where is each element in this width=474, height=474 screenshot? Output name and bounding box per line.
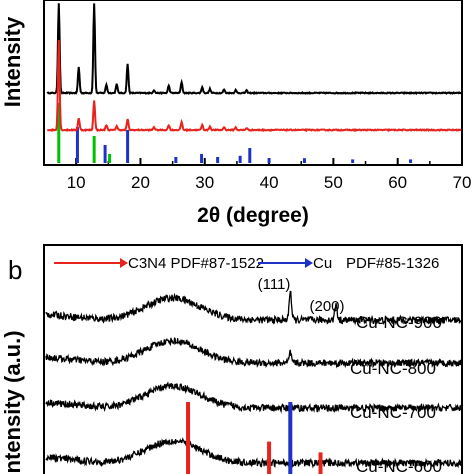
- series-label-cu-nc-900: Cu-NC-900: [356, 313, 442, 332]
- panel-a: 10 20 30 40 50 60 70 Intensity 2θ (degree): [0, 0, 471, 227]
- panel-b-legend: C3N4 PDF#87-1522 Cu PDF#85-1326: [54, 255, 439, 272]
- series-b-cu-nc-900: [45, 290, 462, 326]
- panel-b-frame: [43, 244, 463, 474]
- panel-a-x-ticks: 10 20 30 40 50 60 70: [43, 158, 472, 192]
- legend-arrowhead-c3n4: [120, 258, 128, 268]
- legend-label-cu: Cu: [313, 255, 332, 272]
- panel-b: b Intensity (a.u.) C3N4 PDF#87-1522 Cu P…: [0, 244, 463, 474]
- x-tick-label-30: 30: [195, 173, 214, 192]
- x-tick-label-60: 60: [388, 173, 407, 192]
- annotation-111: (111): [258, 276, 291, 293]
- series-b-cu-nc-700: [45, 381, 463, 414]
- panel-b-series: [45, 290, 463, 469]
- series-label-cu-nc-700: Cu-NC-700: [350, 403, 436, 422]
- x-tick-label-70: 70: [453, 173, 472, 192]
- panel-a-series: [46, 3, 462, 133]
- panel-b-reference-sticks: [186, 402, 323, 474]
- panel-a-frame: [43, 0, 463, 166]
- panel-b-letter: b: [8, 255, 22, 285]
- legend-label-c3n4: C3N4 PDF#87-1522: [128, 255, 264, 272]
- series-label-cu-nc-600: Cu-NC-600: [356, 457, 442, 474]
- series-label-cu-nc-800: Cu-NC-800: [350, 359, 436, 378]
- legend-label-cu-pdf: PDF#85-1326: [346, 255, 439, 272]
- panel-b-y-axis-label: Intensity (a.u.): [0, 330, 25, 474]
- panel-a-y-axis-label: Intensity: [0, 16, 25, 107]
- series-a-red: [47, 39, 462, 133]
- series-b-cu-nc-800: [45, 337, 463, 369]
- panel-a-x-axis-label: 2θ (degree): [197, 204, 309, 227]
- series-b-cu-nc-600: [45, 437, 463, 469]
- x-tick-label-50: 50: [324, 173, 343, 192]
- series-a-black: [46, 3, 462, 96]
- x-tick-label-10: 10: [67, 173, 86, 192]
- x-tick-label-20: 20: [131, 173, 150, 192]
- annotation-200: (200): [309, 298, 344, 315]
- panel-a-reference-sticks: [57, 103, 413, 163]
- x-tick-label-40: 40: [260, 173, 279, 192]
- legend-arrowhead-cu: [305, 258, 313, 268]
